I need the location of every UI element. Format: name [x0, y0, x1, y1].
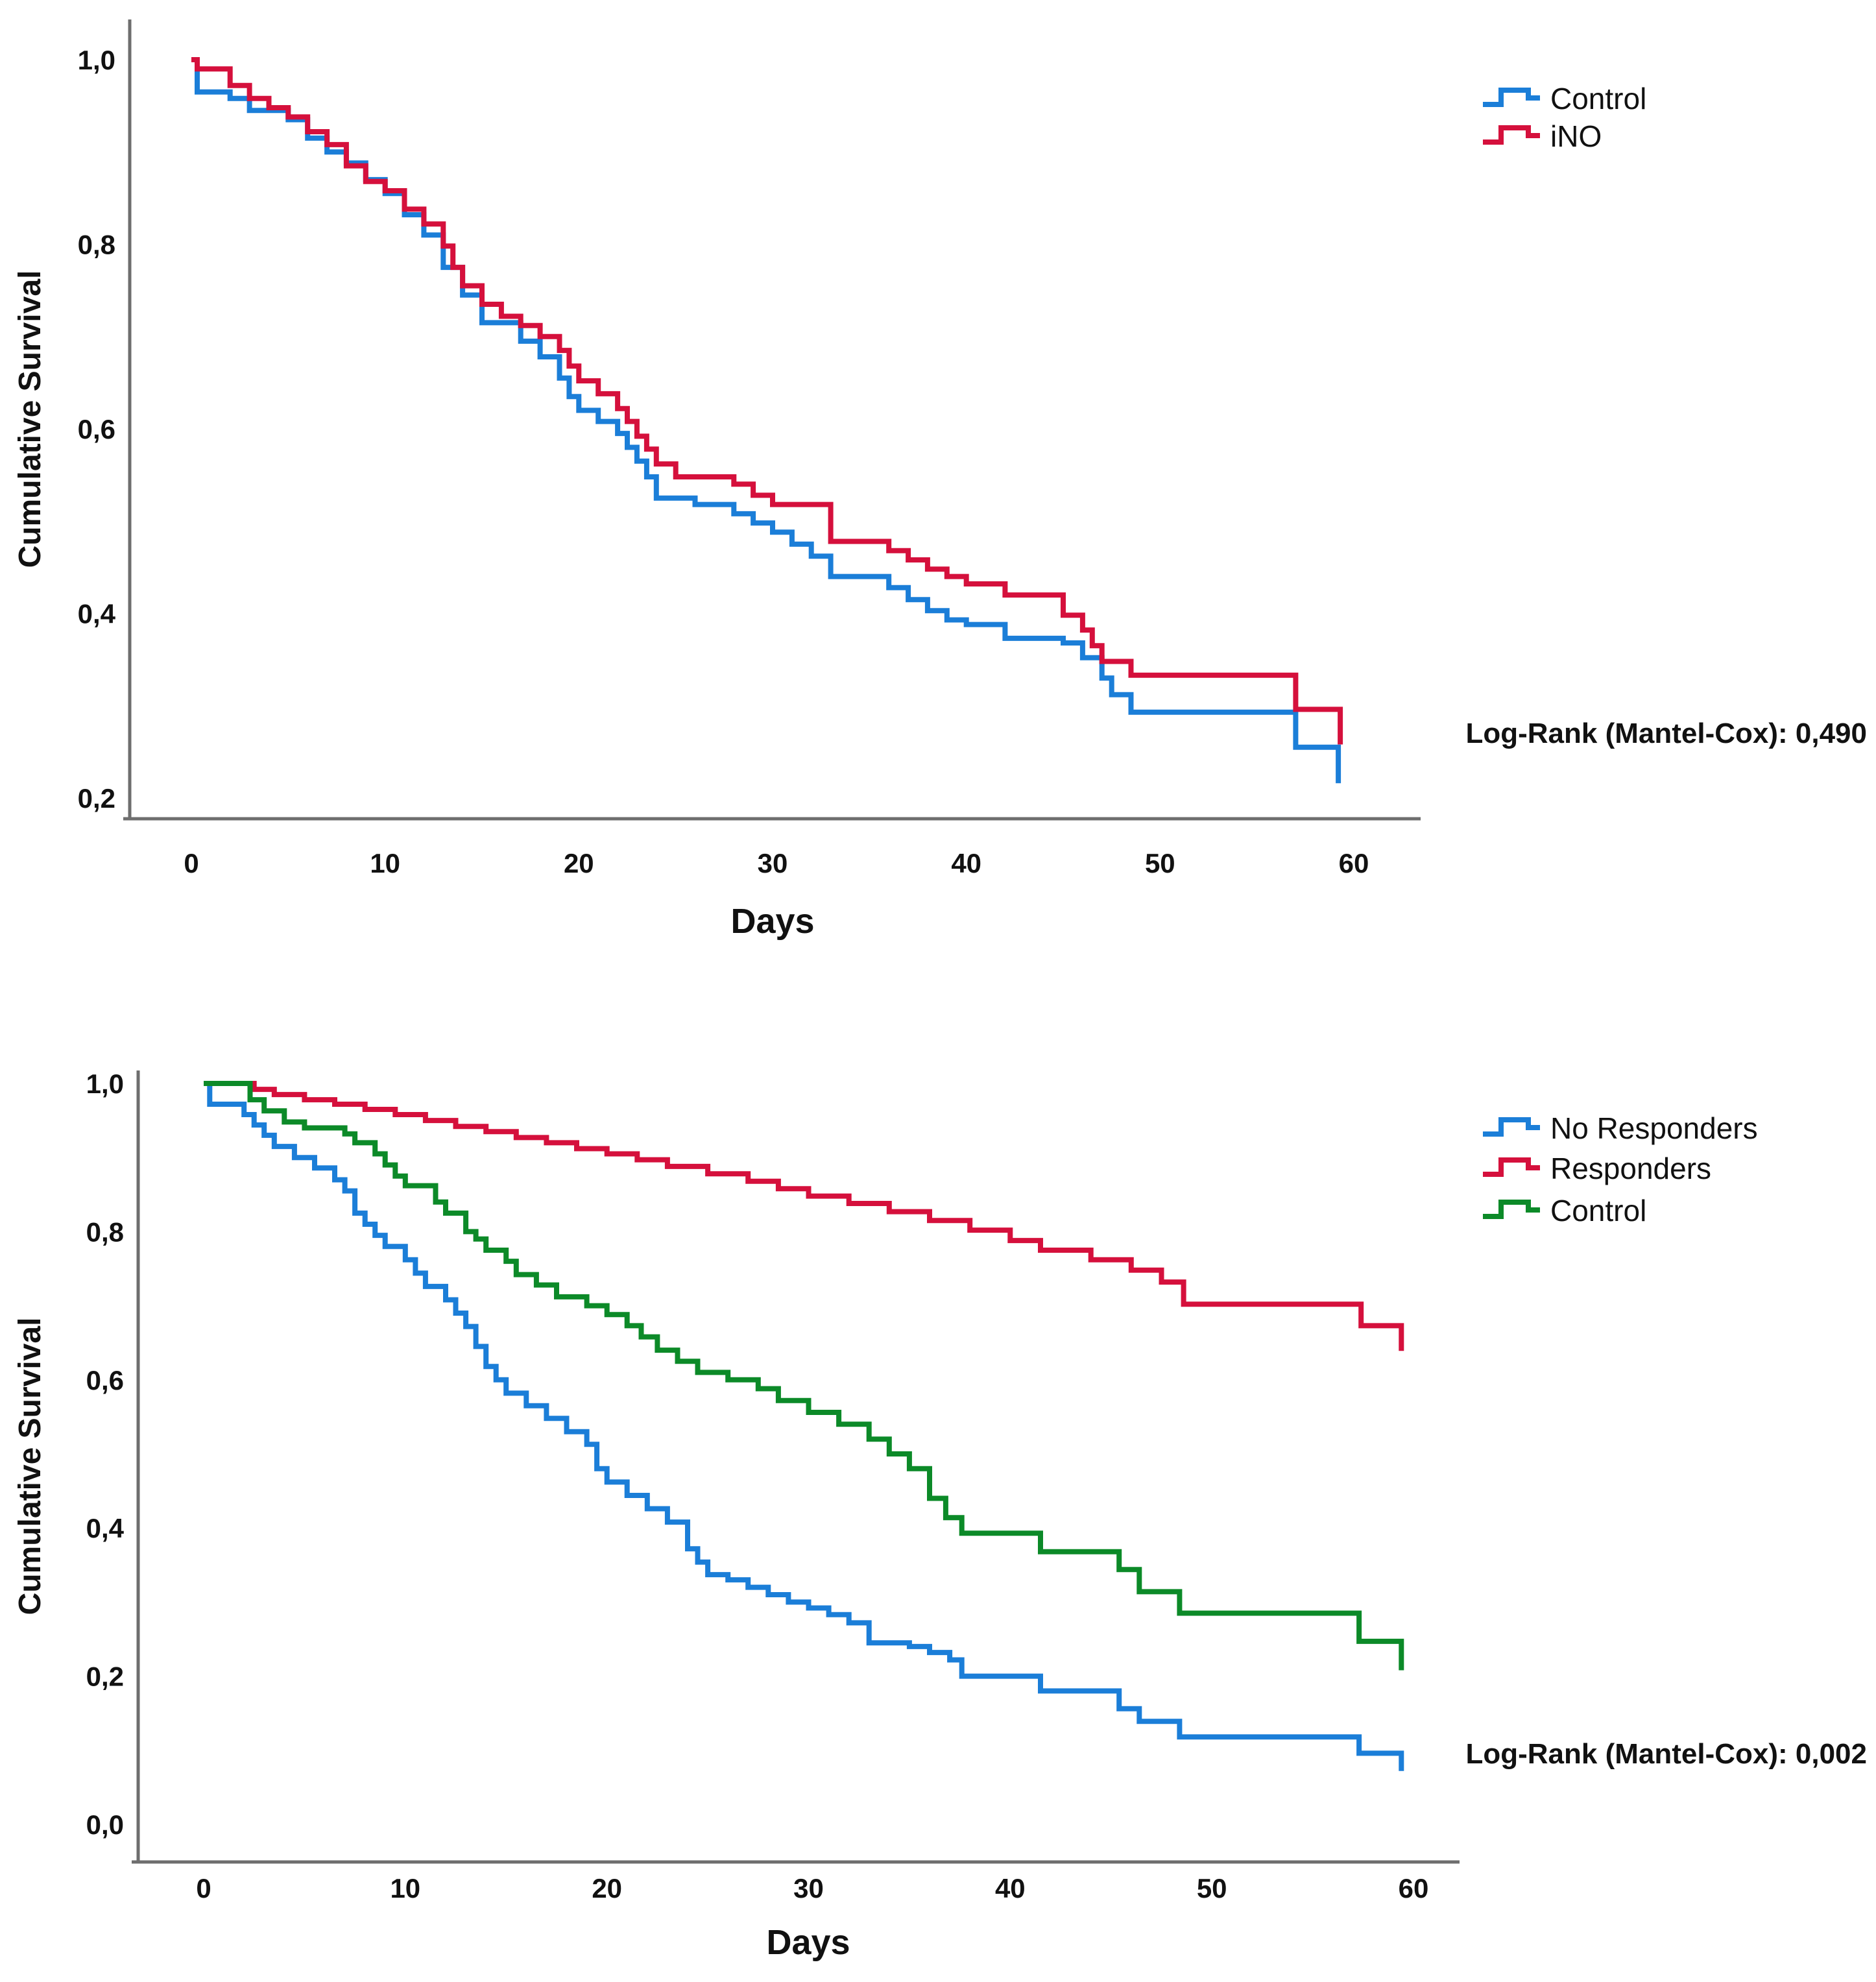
- x-tick-label: 50: [1145, 848, 1175, 878]
- km-top-ino-vs-control: 0 10 20 30 40 50 60 1,0 0,8 0,6 0,4 0,2: [78, 19, 1540, 878]
- top-legend-label-ino: iNO: [1550, 119, 1602, 153]
- y-tick-label: 0,8: [86, 1216, 124, 1247]
- x-tick-label: 0: [196, 1873, 211, 1903]
- y-tick-label: 0,4: [78, 599, 116, 629]
- x-tick-label: 10: [390, 1873, 420, 1903]
- x-tick-label: 50: [1197, 1873, 1227, 1903]
- bottom-legend-label-control: Control: [1550, 1194, 1646, 1227]
- series-no-responders-line: [204, 1081, 1404, 1771]
- y-tick-label: 0,2: [86, 1662, 124, 1692]
- y-tick-label: 0,2: [78, 783, 115, 814]
- y-tick-label: 0,0: [86, 1809, 124, 1840]
- y-tick-label: 0,8: [78, 230, 115, 260]
- bottom-y-axis-title: Cumulative Survival: [13, 1318, 47, 1615]
- top-logrank-annotation: Log-Rank (Mantel-Cox): 0,490: [1465, 718, 1867, 749]
- top-x-axis-title: Days: [730, 902, 814, 941]
- bottom-legend-label-responders: Responders: [1550, 1152, 1711, 1185]
- x-tick-label: 40: [951, 848, 981, 878]
- y-tick-label: 1,0: [78, 45, 115, 75]
- y-tick-label: 0,6: [86, 1365, 124, 1396]
- legend-glyph-control: [1483, 1200, 1540, 1219]
- x-tick-label: 0: [184, 848, 198, 878]
- x-tick-label: 60: [1399, 1873, 1429, 1903]
- labels-layer: Cumulative Survival Days Control iNO Log…: [13, 82, 1867, 1962]
- series-ino-line: [191, 57, 1343, 745]
- charts-layer: 0 10 20 30 40 50 60 1,0 0,8 0,6 0,4 0,2 0 10 20 30 40 50 6…: [78, 19, 1540, 1903]
- legend-glyph-responders: [1483, 1157, 1540, 1177]
- x-tick-label: 20: [564, 848, 594, 878]
- x-tick-label: 10: [370, 848, 400, 878]
- x-tick-label: 40: [995, 1873, 1026, 1903]
- series-responders-line: [204, 1081, 1404, 1351]
- legend-glyph-no-responders: [1483, 1117, 1540, 1137]
- series-control-line: [204, 1081, 1404, 1671]
- legend-glyph-ino: [1483, 125, 1540, 145]
- top-y-axis-title: Cumulative Survival: [13, 271, 47, 568]
- y-tick-label: 0,6: [78, 414, 115, 444]
- x-tick-label: 60: [1339, 848, 1369, 878]
- bottom-x-axis-title: Days: [766, 1923, 850, 1962]
- bottom-legend-label-no-responders: No Responders: [1550, 1111, 1758, 1145]
- x-tick-label: 30: [758, 848, 788, 878]
- x-tick-label: 20: [592, 1873, 622, 1903]
- x-tick-label: 30: [793, 1873, 824, 1903]
- bottom-logrank-annotation: Log-Rank (Mantel-Cox): 0,002: [1465, 1738, 1867, 1770]
- legend-glyph-control: [1483, 88, 1540, 107]
- series-control-line: [191, 57, 1341, 784]
- y-tick-label: 1,0: [86, 1069, 124, 1099]
- y-tick-label: 0,4: [86, 1513, 125, 1543]
- top-legend-label-control: Control: [1550, 82, 1646, 115]
- km-bottom-responders: 0 10 20 30 40 50 60 1,0 0,8 0,6 0,4 0,2 0,0: [86, 1069, 1540, 1903]
